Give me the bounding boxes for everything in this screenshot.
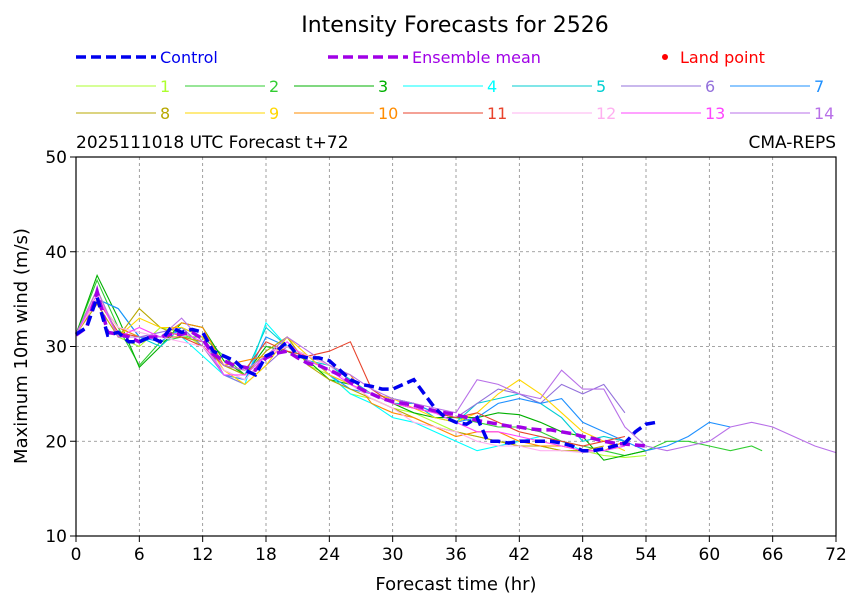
series-group	[74, 273, 837, 461]
legend-label-member-8: 8	[160, 104, 170, 123]
legend-label-control: Control	[160, 48, 218, 67]
x-tick-label: 30	[382, 545, 404, 565]
y-tick-label: 50	[45, 148, 67, 168]
chart-subtitle-left: 2025111018 UTC Forecast t+72	[76, 133, 349, 153]
legend-label-member-5: 5	[596, 77, 606, 96]
legend-label-member-13: 13	[705, 104, 725, 123]
legend-label-member-7: 7	[814, 77, 824, 96]
y-tick-label: 10	[45, 527, 67, 547]
series-line-ensemble-mean	[74, 284, 647, 448]
legend-label-member-11: 11	[487, 104, 507, 123]
series-line-member-9	[75, 288, 626, 452]
legend-label-member-1: 1	[160, 77, 170, 96]
x-tick-label: 36	[445, 545, 467, 565]
legend-label-member-3: 3	[378, 77, 388, 96]
y-tick-label: 40	[45, 243, 67, 263]
legend-label-member-4: 4	[487, 77, 497, 96]
x-tick-label: 6	[134, 545, 145, 565]
x-axis: 0 6 12 18 24 30 36 42 48 54 60 66 72	[71, 536, 847, 565]
series-line-member-8	[75, 302, 604, 452]
chart-title: Intensity Forecasts for 2526	[301, 13, 609, 38]
x-tick-label: 54	[635, 545, 657, 565]
legend-label-member-2: 2	[269, 77, 279, 96]
series-line-member-2	[75, 278, 763, 457]
x-tick-label: 18	[255, 545, 277, 565]
series-line-member-1	[75, 288, 647, 458]
legend-label-member-10: 10	[378, 104, 398, 123]
grid	[76, 157, 836, 536]
chart-subtitle-right: CMA-REPS	[748, 133, 836, 153]
legend-label-member-14: 14	[814, 104, 834, 123]
series-line-member-13	[75, 293, 626, 452]
plot-frame	[75, 156, 837, 537]
legend-label-member-12: 12	[596, 104, 616, 123]
x-tick-label: 42	[509, 545, 531, 565]
y-tick-label: 20	[45, 432, 67, 452]
series-line-member-3	[75, 273, 647, 461]
x-axis-label: Forecast time (hr)	[375, 574, 536, 595]
x-tick-label: 72	[825, 545, 847, 565]
series-line-control	[75, 291, 657, 453]
y-axis: 10 20 30 40 50	[45, 148, 76, 547]
x-tick-label: 66	[762, 545, 784, 565]
legend-swatch-land-point	[662, 54, 668, 60]
x-tick-label: 12	[192, 545, 214, 565]
series-line-member-11	[75, 298, 626, 447]
x-tick-label: 60	[699, 545, 721, 565]
series-line-member-5	[75, 298, 626, 442]
series-line-member-6	[75, 288, 626, 419]
legend-label-member-9: 9	[269, 104, 279, 123]
series-line-member-7	[75, 298, 731, 452]
x-tick-label: 24	[319, 545, 341, 565]
legend-label-member-6: 6	[705, 77, 715, 96]
y-tick-label: 30	[45, 338, 67, 358]
x-tick-label: 0	[71, 545, 82, 565]
x-tick-label: 48	[572, 545, 594, 565]
legend-label-ensemble-mean: Ensemble mean	[412, 48, 541, 67]
y-axis-label: Maximum 10m wind (m/s)	[11, 228, 32, 464]
legend-label-land-point: Land point	[680, 48, 765, 67]
plot-area: 0 6 12 18 24 30 36 42 48 54 60 66 72 10 20 30 40 50	[45, 148, 846, 565]
